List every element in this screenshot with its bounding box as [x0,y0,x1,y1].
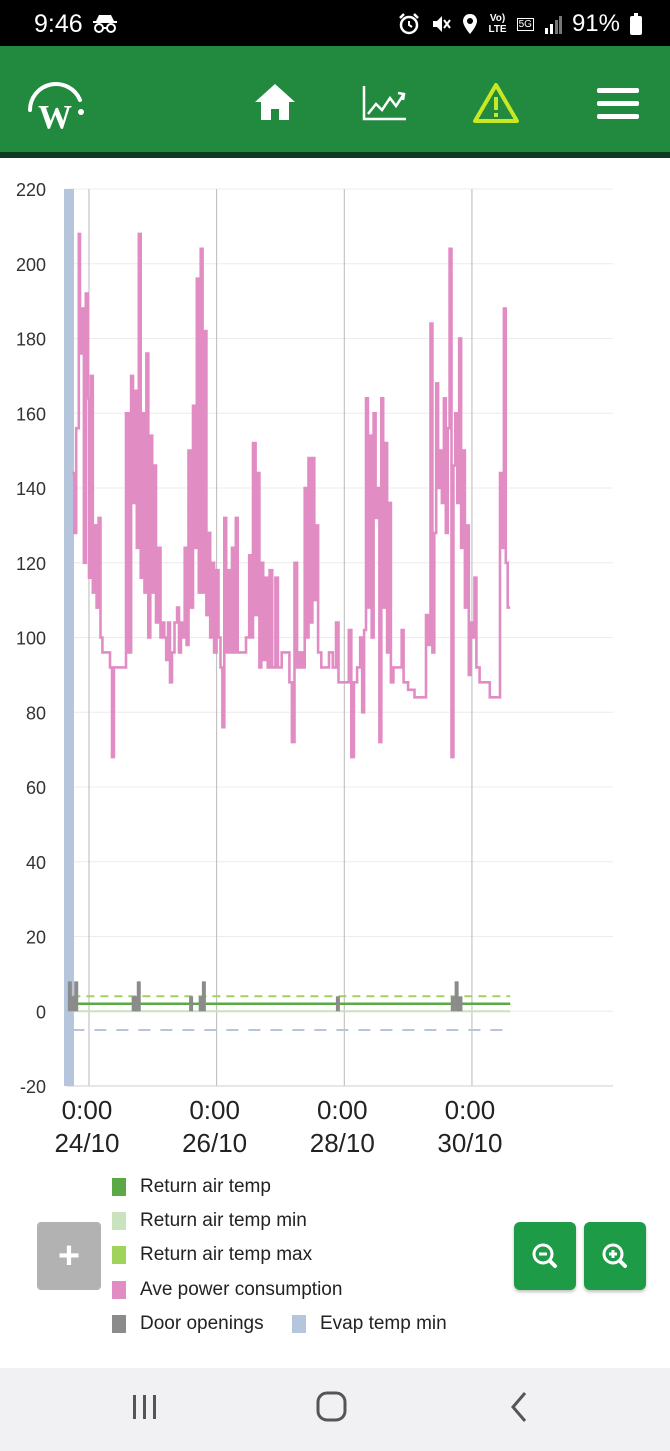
x-tick-time-label: 0:00 [317,1095,368,1125]
y-tick-label: 100 [16,629,46,649]
legend-swatch [112,1211,126,1230]
alarm-icon [399,13,420,35]
x-tick-date-label: 26/10 [182,1128,247,1158]
x-tick-date-label: 24/10 [54,1128,119,1158]
add-button[interactable]: + [37,1222,101,1290]
home-circle-icon[interactable] [314,1390,350,1424]
y-tick-label: 0 [36,1002,46,1022]
door-opening-bar [134,996,139,1012]
y-tick-label: 20 [26,928,46,948]
series-ave-power-consumption[interactable] [72,232,511,759]
app-bar-divider [0,152,670,158]
y-tick-label: 200 [16,255,46,275]
legend-swatch [292,1314,306,1333]
status-time: 9:46 [34,10,83,38]
menu-icon[interactable] [597,88,639,120]
location-icon [463,14,478,34]
legend-return-air-temp-min[interactable]: Return air temp min [112,1209,307,1233]
app-bar: W [0,46,670,152]
x-tick-time-label: 0:00 [62,1095,113,1125]
x-tick-date-label: 30/10 [437,1128,502,1158]
legend-evap-temp-min[interactable]: Evap temp min [292,1312,447,1336]
door-opening-bar [454,981,459,1012]
y-tick-label: 140 [16,479,46,499]
x-tick-date-label: 28/10 [310,1128,375,1158]
battery-icon [630,13,642,35]
y-tick-label: 60 [26,778,46,798]
legend-swatch [112,1280,126,1299]
svg-text:W: W [38,99,72,132]
legend-ave-power-consumption[interactable]: Ave power consumption [112,1278,342,1302]
chart-icon[interactable] [362,84,408,122]
door-opening-bar [71,996,76,1012]
status-bar: 9:46 Vo) LTE 5G [0,0,670,46]
door-opening-bar [131,996,136,1012]
y-tick-label: 160 [16,404,46,424]
door-opening-bar [136,981,141,1012]
y-tick-label: 40 [26,853,46,873]
warning-icon[interactable] [473,82,519,124]
volte-indicator: Vo) LTE [488,13,507,35]
recent-apps-icon[interactable] [128,1392,162,1424]
home-icon[interactable] [253,82,297,122]
y-tick-label: 120 [16,554,46,574]
legend-return-air-temp-max[interactable]: Return air temp max [112,1243,312,1267]
back-icon[interactable] [505,1390,535,1424]
chart-area: -20 0 20 40 60 80 100 120 140 160 180 200 220 0:00 24/… [0,158,670,1368]
system-nav-bar [0,1368,670,1451]
zoom-out-button[interactable] [514,1222,576,1290]
door-opening-bar [458,996,463,1012]
door-opening-bar [201,981,206,1012]
legend-swatch [112,1177,126,1196]
evap-temp-band [64,189,74,1086]
wireless-logo-icon[interactable]: W [24,74,86,132]
legend-return-air-temp[interactable]: Return air temp [112,1175,271,1199]
legend-swatch [112,1314,126,1333]
signal-icon [544,16,562,34]
door-opening-bar [198,996,203,1012]
network-5g-indicator: 5G [516,17,534,31]
zoom-in-icon [602,1243,627,1268]
zoom-in-button[interactable] [584,1222,646,1290]
door-opening-bar [189,996,194,1012]
plus-icon: + [57,1235,81,1277]
y-tick-label: 180 [16,330,46,350]
battery-percent: 91% [571,10,620,37]
door-opening-bar [450,996,455,1012]
legend-door-openings[interactable]: Door openings [112,1312,264,1336]
incognito-icon [93,15,117,33]
x-tick-time-label: 0:00 [189,1095,240,1125]
door-opening-bar [74,981,79,1012]
x-tick-time-label: 0:00 [445,1095,496,1125]
legend-swatch [112,1245,126,1264]
zoom-out-icon [532,1243,557,1268]
mute-icon [433,16,452,32]
y-tick-label: 220 [16,180,46,200]
chart[interactable]: -200204060801001201401601802002200:0024/… [0,158,670,1168]
y-tick-label: -20 [20,1077,46,1097]
y-tick-label: 80 [26,703,46,723]
door-opening-bar [335,996,340,1012]
